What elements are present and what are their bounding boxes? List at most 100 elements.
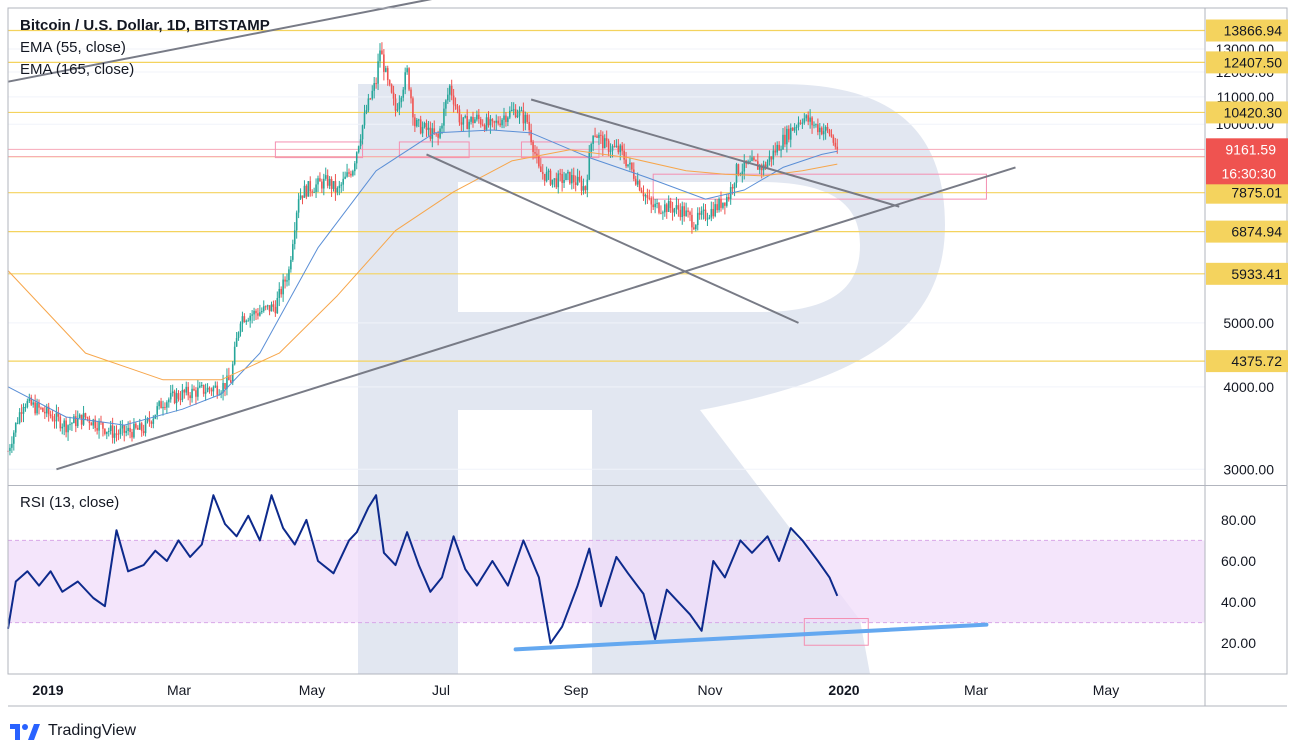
candle-down xyxy=(111,425,114,438)
candle-up xyxy=(152,418,155,424)
candle-down xyxy=(755,159,757,162)
candle-up xyxy=(253,310,255,315)
candle-down xyxy=(274,306,277,314)
candle-down xyxy=(807,115,809,122)
candle-up xyxy=(431,128,434,139)
candle-down xyxy=(311,191,313,193)
candle-down xyxy=(381,50,383,55)
ema-fast-legend[interactable]: EMA (55, close) xyxy=(20,39,126,56)
candle-up xyxy=(113,433,116,438)
candle-down xyxy=(148,418,151,422)
candle-down xyxy=(460,122,463,125)
candle-up xyxy=(696,212,699,226)
candle-down xyxy=(131,431,133,438)
candle-down xyxy=(704,209,707,219)
candle-up xyxy=(11,443,13,448)
candle-up xyxy=(171,391,174,394)
candle-down xyxy=(123,425,126,433)
candle-down xyxy=(38,402,40,408)
candle-up xyxy=(551,179,554,185)
candle-down xyxy=(412,98,414,118)
rsi-legend[interactable]: RSI (13, close) xyxy=(20,494,120,511)
candle-down xyxy=(75,416,77,427)
candle-down xyxy=(228,375,230,381)
candle-down xyxy=(301,195,304,198)
candle-up xyxy=(32,402,34,405)
candle-down xyxy=(179,398,182,400)
candle-up xyxy=(323,178,325,189)
candle-up xyxy=(146,418,149,421)
candle-up xyxy=(317,178,319,185)
candle-down xyxy=(605,138,608,141)
candle-up xyxy=(121,425,124,429)
candle-down xyxy=(493,121,496,123)
candle-down xyxy=(210,389,213,392)
candle-down xyxy=(584,186,587,191)
candle-down xyxy=(164,406,166,408)
level-tag-text: 6874.94 xyxy=(1231,224,1282,240)
candle-down xyxy=(479,118,482,125)
candle-up xyxy=(681,206,684,218)
candle-up xyxy=(708,217,711,219)
candle-up xyxy=(168,399,170,403)
candle-up xyxy=(162,406,164,409)
trendline xyxy=(530,98,900,208)
candle-up xyxy=(214,385,217,388)
candle-up xyxy=(592,135,594,144)
candle-down xyxy=(429,127,432,139)
candle-down xyxy=(216,385,219,395)
candle-down xyxy=(369,98,372,100)
candle-up xyxy=(354,163,356,172)
candle-down xyxy=(173,391,176,404)
candle-down xyxy=(195,390,197,397)
candle-up xyxy=(400,97,403,103)
candle-down xyxy=(727,197,730,200)
zone-box xyxy=(652,173,987,200)
candle-down xyxy=(104,428,106,434)
candle-up xyxy=(133,423,135,438)
candle-up xyxy=(741,171,744,175)
candle-up xyxy=(144,420,147,434)
candle-up xyxy=(402,89,405,98)
candle-down xyxy=(140,423,143,432)
candle-down xyxy=(528,121,530,131)
candle-up xyxy=(615,145,618,147)
zones xyxy=(274,141,987,200)
candle-down xyxy=(613,146,616,148)
candle-down xyxy=(665,204,668,212)
rsi-band xyxy=(8,540,1205,623)
candle-up xyxy=(636,180,639,185)
candle-up xyxy=(55,412,58,422)
candle-down xyxy=(499,123,501,126)
candle-down xyxy=(466,116,468,130)
r-logo-watermark xyxy=(358,84,945,674)
candle-up xyxy=(282,279,284,295)
candle-down xyxy=(578,176,581,181)
candle-down xyxy=(49,414,52,417)
candle-up xyxy=(695,225,697,230)
candle-down xyxy=(617,145,620,153)
candle-down xyxy=(811,117,813,126)
level-tag-text: 7875.01 xyxy=(1231,185,1282,201)
candle-up xyxy=(175,393,178,404)
candle-down xyxy=(150,421,153,424)
rsi-tick-label: 20.00 xyxy=(1221,635,1256,651)
candle-up xyxy=(78,414,81,418)
tradingview-brand[interactable]: TradingView xyxy=(8,720,136,742)
candle-down xyxy=(224,382,226,389)
candle-up xyxy=(315,184,317,192)
candle-up xyxy=(127,427,129,431)
candle-up xyxy=(815,124,817,126)
candle-up xyxy=(406,68,408,73)
chart-title: Bitcoin / U.S. Dollar, 1D, BITSTAMP xyxy=(20,17,270,34)
candle-up xyxy=(377,61,379,84)
ema-slow-legend[interactable]: EMA (165, close) xyxy=(20,61,135,78)
candle-down xyxy=(117,433,120,435)
trendline xyxy=(56,166,1016,471)
candle-down xyxy=(817,124,819,133)
candle-down xyxy=(408,68,410,90)
candle-down xyxy=(90,423,93,426)
candle-up xyxy=(718,198,720,211)
candle-up xyxy=(654,203,656,208)
